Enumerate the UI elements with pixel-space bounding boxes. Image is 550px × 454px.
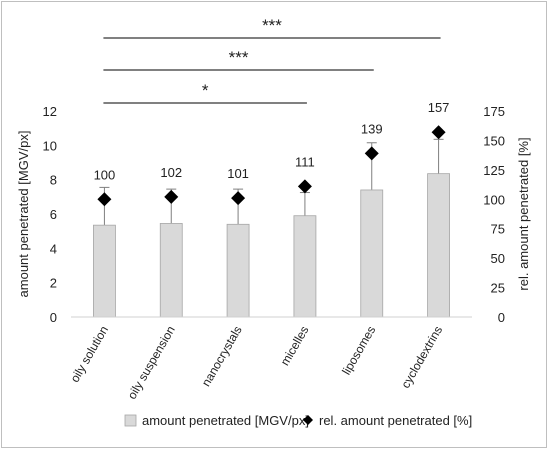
legend-label-bar: amount penetrated [MGV/px]	[142, 413, 309, 428]
y-tick-label: 8	[50, 173, 57, 188]
bar	[93, 224, 116, 318]
bar	[360, 189, 384, 318]
chart-frame: 0 2 4 6 8 10 12 0 25 50 75 100 125 150 175 amount penet…	[1, 1, 547, 448]
legend-swatch-bar	[124, 414, 137, 427]
x-tick-label: liposomes	[339, 324, 378, 378]
diamond-marker	[364, 146, 379, 161]
bar	[159, 223, 183, 318]
y-tick-label: 4	[50, 241, 57, 256]
significance-label: *	[202, 81, 209, 100]
chart: 0 2 4 6 8 10 12 0 25 50 75 100 125 150 175 amount penet…	[16, 16, 531, 428]
y-tick-label: 12	[43, 104, 57, 119]
y2-tick-label: 100	[483, 192, 505, 207]
y2-tick-label: 25	[491, 281, 505, 296]
x-tick-label: oily solution	[68, 324, 111, 385]
x-tick-label: micelles	[278, 324, 312, 369]
y-tick-label: 0	[50, 310, 57, 325]
y-tick-label: 10	[43, 138, 57, 153]
data-label: 102	[160, 165, 182, 180]
data-label: 139	[361, 121, 383, 136]
legend-swatch-diamond	[303, 415, 313, 425]
data-label: 111	[295, 154, 315, 169]
diamond-marker	[164, 189, 179, 204]
bar	[427, 173, 450, 318]
significance-label: ***	[229, 48, 249, 67]
y2-tick-label: 75	[491, 222, 505, 237]
y2-tick-label: 150	[483, 133, 505, 148]
y-axis-title: amount penetrated [MGV/px]	[16, 131, 31, 298]
bar	[226, 223, 250, 318]
y2-tick-label: 125	[483, 163, 505, 178]
diamond-marker	[231, 191, 246, 206]
y-tick-label: 6	[50, 207, 57, 222]
diamond-marker	[97, 192, 112, 207]
x-tick-label: nanocrystals	[199, 324, 245, 389]
bar	[293, 215, 317, 318]
data-label: 157	[428, 100, 450, 115]
diamond-marker	[431, 125, 446, 140]
y2-tick-label: 0	[498, 310, 505, 325]
data-label: 101	[227, 166, 249, 181]
significance-label: ***	[262, 16, 282, 35]
y2-tick-label: 50	[491, 251, 505, 266]
y2-axis-title: rel. amount penetrated [%]	[516, 137, 531, 290]
legend-label-diamond: rel. amount penetrated [%]	[319, 413, 472, 428]
y-tick-label: 2	[50, 276, 57, 291]
diamond-marker	[297, 179, 312, 194]
y2-tick-label: 175	[483, 104, 505, 119]
data-label: 100	[94, 167, 116, 182]
x-tick-label: oily suspension	[125, 324, 178, 402]
x-tick-label: cyclodextrins	[398, 324, 445, 391]
